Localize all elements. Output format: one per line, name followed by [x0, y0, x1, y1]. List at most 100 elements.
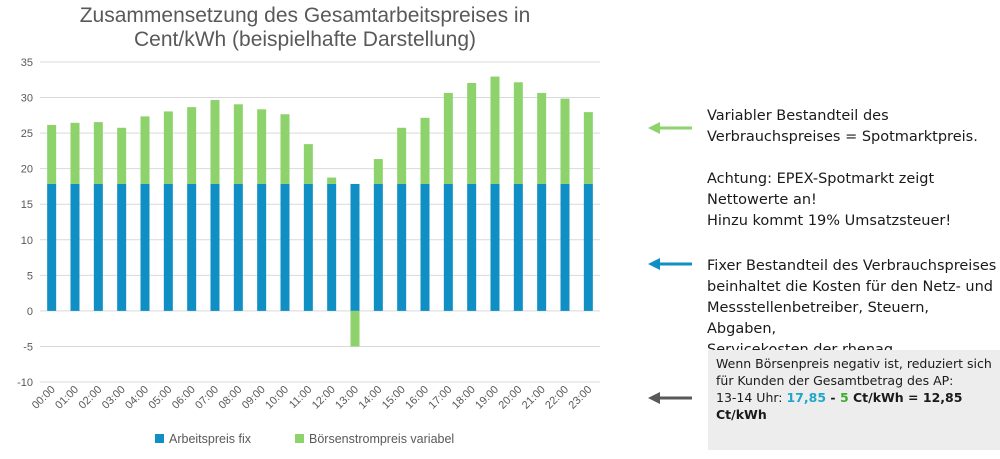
- negative-note-line-3: 13-14 Uhr: 17,85 - 5 Ct/kWh = 12,85 Ct/k…: [716, 389, 1000, 423]
- bar-arbeitspreis-fix: [47, 183, 57, 311]
- bar-arbeitspreis-fix: [560, 183, 570, 311]
- bar-boersenstrompreis-variabel: [373, 159, 383, 184]
- bar-boersenstrompreis-variabel: [420, 117, 430, 184]
- arrow-left-gray-icon: [648, 390, 694, 411]
- y-tick-label: 5: [27, 270, 33, 282]
- x-tick-label: 12:00: [310, 384, 338, 412]
- bar-boersenstrompreis-variabel: [280, 114, 290, 184]
- annotation-fixed: Fixer Bestandteil des Verbrauchspreises …: [707, 256, 1000, 361]
- bar-arbeitspreis-fix: [93, 183, 103, 311]
- bar-arbeitspreis-fix: [210, 183, 220, 311]
- bar-arbeitspreis-fix: [303, 183, 313, 311]
- bar-arbeitspreis-fix: [117, 183, 127, 311]
- x-tick-label: 22:00: [543, 384, 571, 412]
- arrow-left-green-icon: [648, 120, 694, 141]
- x-tick-label: 15:00: [380, 384, 408, 412]
- bar-arbeitspreis-fix: [420, 183, 430, 311]
- y-tick-label: 20: [21, 164, 33, 176]
- y-tick-label: 35: [21, 57, 33, 69]
- y-tick-label: 10: [21, 235, 33, 247]
- arrow-left-blue-icon: [648, 256, 694, 277]
- annotation-fixed-line-3: Messstellenbetreiber, Steuern, Abgaben,: [707, 300, 930, 337]
- x-tick-label: 07:00: [193, 384, 221, 412]
- bar-boersenstrompreis-variabel: [303, 144, 313, 184]
- negative-note-suffix: Ct/kWh = 12,85 Ct/kWh: [716, 390, 963, 422]
- bar-boersenstrompreis-variabel: [117, 127, 127, 184]
- legend-label: Arbeitspreis fix: [169, 432, 252, 446]
- chart-title-line-1: Zusammensetzung des Gesamtarbeitspreises…: [79, 4, 531, 27]
- bar-arbeitspreis-fix: [583, 183, 593, 311]
- bar-arbeitspreis-fix: [280, 183, 290, 311]
- bar-boersenstrompreis-variabel: [233, 104, 243, 184]
- bar-arbeitspreis-fix: [187, 183, 197, 311]
- x-tick-label: 08:00: [217, 384, 245, 412]
- x-tick-label: 13:00: [333, 384, 361, 412]
- x-tick-label: 01:00: [53, 384, 81, 412]
- annotation-fixed-line-1: Fixer Bestandteil des Verbrauchspreises: [707, 258, 997, 274]
- bar-arbeitspreis-fix: [233, 183, 243, 311]
- bar-boersenstrompreis-variabel: [537, 92, 547, 184]
- bar-boersenstrompreis-variabel: [210, 100, 220, 184]
- x-tick-label: 06:00: [170, 384, 198, 412]
- chart-plot: -10-50510152025303500:0001:0002:0003:000…: [17, 57, 600, 446]
- legend-swatch: [295, 434, 304, 443]
- bar-boersenstrompreis-variabel: [350, 310, 360, 347]
- x-tick-label: 16:00: [403, 384, 431, 412]
- x-tick-label: 03:00: [100, 384, 128, 412]
- negative-price-note-box: [708, 350, 1000, 450]
- negative-note-variable-value: 5: [839, 390, 849, 405]
- x-tick-label: 05:00: [147, 384, 175, 412]
- bar-boersenstrompreis-variabel: [70, 122, 80, 184]
- bar-boersenstrompreis-variabel: [467, 82, 477, 184]
- bar-boersenstrompreis-variabel: [490, 76, 500, 184]
- x-tick-label: 14:00: [357, 384, 385, 412]
- annotation-variable-line-2: Verbrauchspreises = Spotmarktpreis.: [707, 129, 978, 145]
- annotation-fixed-line-2: beinhaltet die Kosten für den Netz- und: [707, 279, 994, 295]
- negative-note-fixed-value: 17,85: [786, 390, 827, 405]
- bar-boersenstrompreis-variabel: [327, 177, 337, 184]
- bar-arbeitspreis-fix: [537, 183, 547, 311]
- y-tick-label: -10: [17, 377, 33, 389]
- bar-boersenstrompreis-variabel: [443, 92, 453, 184]
- annotation-variable-line-4: Nettowerte an!: [707, 192, 817, 208]
- y-tick-label: 0: [27, 306, 33, 318]
- x-tick-label: 10:00: [263, 384, 291, 412]
- annotation-variable: Variabler Bestandteil des Verbrauchsprei…: [707, 106, 978, 232]
- bar-arbeitspreis-fix: [397, 183, 407, 311]
- bar-arbeitspreis-fix: [257, 183, 267, 311]
- bar-arbeitspreis-fix: [490, 183, 500, 311]
- y-tick-label: 25: [21, 128, 33, 140]
- negative-note-minus: -: [826, 390, 840, 405]
- x-tick-label: 09:00: [240, 384, 268, 412]
- annotation-variable-line-1: Variabler Bestandteil des: [707, 108, 889, 124]
- x-tick-label: 17:00: [427, 384, 455, 412]
- bar-boersenstrompreis-variabel: [560, 98, 570, 184]
- bar-arbeitspreis-fix: [467, 183, 477, 311]
- bar-arbeitspreis-fix: [70, 183, 80, 311]
- x-tick-label: 23:00: [567, 384, 595, 412]
- bar-arbeitspreis-fix: [513, 183, 523, 311]
- x-tick-label: 00:00: [30, 384, 58, 412]
- bar-boersenstrompreis-variabel: [397, 127, 407, 184]
- bar-arbeitspreis-fix: [443, 183, 453, 311]
- x-tick-label: 02:00: [77, 384, 105, 412]
- x-tick-label: 11:00: [287, 384, 314, 411]
- bar-boersenstrompreis-variabel: [583, 112, 593, 184]
- bar-boersenstrompreis-variabel: [257, 109, 267, 184]
- legend-label: Börsenstrompreis variabel: [309, 432, 454, 446]
- bar-arbeitspreis-fix: [163, 183, 173, 311]
- negative-note-line-1: Wenn Börsenpreis negativ ist, reduziert …: [716, 356, 992, 371]
- x-tick-label: 04:00: [123, 384, 151, 412]
- negative-note-line-2: für Kunden der Gesamtbetrag des AP:: [716, 373, 954, 388]
- bar-arbeitspreis-fix: [140, 183, 150, 311]
- negative-note-prefix: 13-14 Uhr:: [716, 390, 787, 405]
- x-tick-label: 18:00: [450, 384, 478, 412]
- bar-boersenstrompreis-variabel: [47, 124, 57, 184]
- bar-boersenstrompreis-variabel: [140, 116, 150, 184]
- legend-swatch: [155, 434, 164, 443]
- bar-boersenstrompreis-variabel: [93, 122, 103, 184]
- bar-arbeitspreis-fix: [373, 183, 383, 311]
- y-tick-label: -5: [23, 341, 33, 353]
- y-tick-label: 30: [21, 93, 33, 105]
- bar-arbeitspreis-fix: [350, 183, 360, 311]
